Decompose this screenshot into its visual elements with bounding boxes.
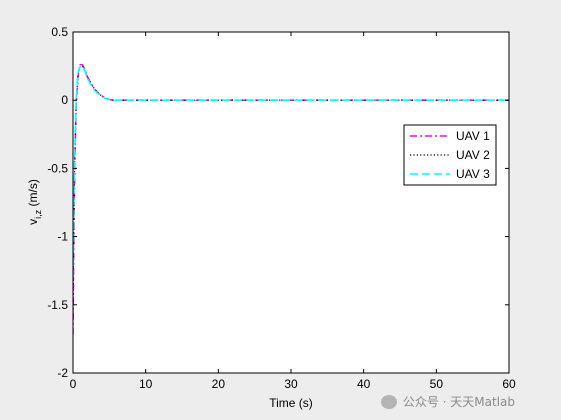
y-axis-label-unit: (m/s) (26, 179, 40, 210)
x-tick-label: 60 (502, 377, 516, 391)
y-tick-label: -1 (57, 230, 68, 244)
series-layer (73, 63, 509, 335)
y-axis-label: vi,z (m/s) (26, 179, 43, 225)
y-tick-label: -0.5 (47, 161, 68, 175)
x-tick-label: 50 (430, 377, 444, 391)
x-tick-label: 40 (357, 377, 371, 391)
axis-layer: 0 10 20 30 40 50 60 0.5 0 -0.5 -1 -1.5 -2 (47, 25, 516, 391)
legend-label-uav-2: UAV 2 (456, 148, 490, 162)
wechat-icon (380, 394, 397, 409)
y-tick-label: 0 (61, 93, 68, 107)
legend-label-uav-1: UAV 1 (456, 129, 490, 143)
legend: UAV 1 UAV 2 UAV 3 (403, 124, 497, 186)
x-tick-label: 20 (212, 377, 226, 391)
legend-box (403, 124, 497, 186)
x-tick-label: 30 (284, 377, 298, 391)
x-tick-label: 0 (70, 377, 77, 391)
series-line-uav-1 (73, 63, 509, 335)
y-axis-label-main: v (26, 219, 40, 225)
y-tick-label: -1.5 (47, 298, 68, 312)
y-tick-label: 0.5 (51, 25, 68, 39)
y-tick-label: -2 (57, 366, 68, 380)
x-axis-label: Time (s) (269, 396, 313, 410)
x-tick-label: 10 (139, 377, 153, 391)
watermark: 公众号 · 天天Matlab (380, 393, 515, 410)
plot-area (73, 32, 509, 373)
legend-label-uav-3: UAV 3 (456, 167, 490, 181)
y-axis-label-subscript: i,z (33, 209, 43, 219)
watermark-text: 公众号 · 天天Matlab (402, 395, 515, 409)
